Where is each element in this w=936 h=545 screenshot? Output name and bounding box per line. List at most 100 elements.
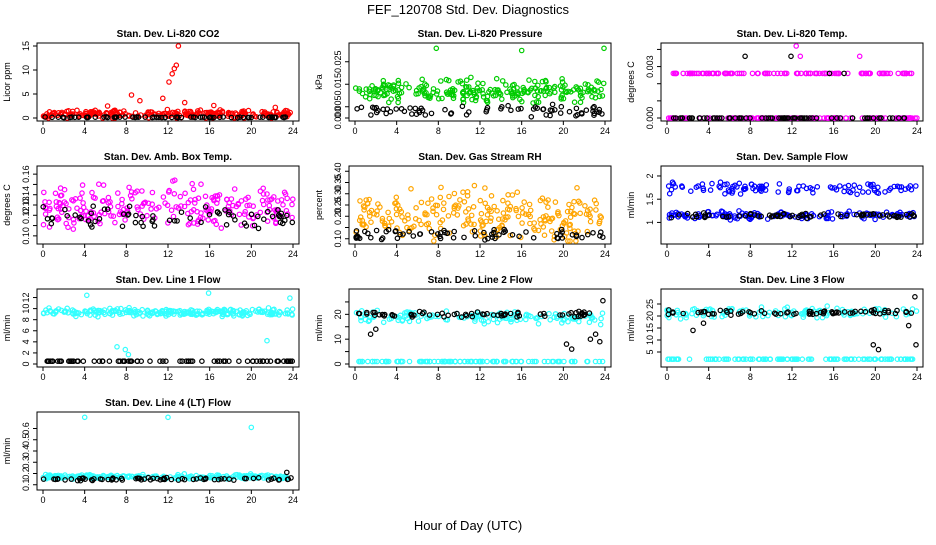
data-point xyxy=(813,70,820,77)
data-point xyxy=(829,308,835,315)
data-point xyxy=(162,114,168,121)
data-point xyxy=(540,106,546,113)
data-point xyxy=(239,311,246,318)
data-point xyxy=(445,213,452,219)
data-point xyxy=(894,356,901,363)
data-point xyxy=(223,222,230,228)
data-point xyxy=(872,216,878,223)
data-point xyxy=(717,179,724,186)
data-point xyxy=(690,327,696,334)
data-point xyxy=(371,211,378,217)
data-point xyxy=(202,204,209,210)
data-point xyxy=(595,79,602,85)
data-point xyxy=(872,356,879,363)
data-point xyxy=(357,358,364,365)
data-point xyxy=(248,114,255,121)
data-point xyxy=(428,229,435,235)
data-point xyxy=(181,470,188,477)
x-tick-label: 4 xyxy=(82,126,87,136)
y-tick-label: 12 xyxy=(21,293,31,303)
data-point xyxy=(361,204,368,210)
series-2 xyxy=(354,101,605,120)
data-point xyxy=(84,292,90,299)
data-point xyxy=(471,228,478,234)
y-tick-label: 0.015 xyxy=(333,73,343,96)
data-point xyxy=(586,319,593,326)
data-point xyxy=(799,356,806,363)
data-point xyxy=(504,206,511,212)
data-point xyxy=(413,91,419,97)
data-point xyxy=(245,107,252,114)
data-point xyxy=(478,317,485,323)
data-point xyxy=(260,185,267,192)
data-point xyxy=(74,107,80,114)
data-point xyxy=(764,70,771,77)
data-point xyxy=(494,208,500,214)
data-point xyxy=(698,309,705,315)
data-point xyxy=(356,86,363,92)
data-point xyxy=(74,358,81,365)
data-point xyxy=(858,70,865,77)
data-point xyxy=(250,203,257,210)
data-point xyxy=(533,99,540,105)
panel-title: Stan. Dev. Li-820 Pressure xyxy=(418,29,543,40)
data-point xyxy=(889,115,896,121)
data-point xyxy=(508,107,514,114)
data-point xyxy=(743,115,749,121)
data-point xyxy=(502,82,509,88)
data-point xyxy=(422,112,429,118)
data-point xyxy=(421,309,427,316)
data-point xyxy=(668,214,675,221)
data-point xyxy=(413,205,419,211)
y-tick-label: 10 xyxy=(21,304,31,314)
data-point xyxy=(736,115,743,121)
data-point xyxy=(444,230,451,237)
data-point xyxy=(367,234,374,241)
data-point xyxy=(437,194,444,201)
data-point xyxy=(366,86,373,92)
data-point xyxy=(175,205,182,211)
data-point xyxy=(170,178,176,184)
data-point xyxy=(474,309,481,315)
data-point xyxy=(355,310,362,317)
data-point xyxy=(565,318,571,325)
data-point xyxy=(259,114,266,121)
data-point xyxy=(541,232,548,239)
data-point xyxy=(465,206,472,212)
data-point xyxy=(865,181,871,187)
data-point xyxy=(549,101,556,108)
data-point xyxy=(547,107,554,113)
data-point xyxy=(596,220,603,227)
data-point xyxy=(236,358,242,365)
data-point xyxy=(451,205,458,212)
series-2 xyxy=(355,297,606,352)
series-2 xyxy=(44,358,296,365)
data-point xyxy=(554,315,560,322)
data-point xyxy=(149,218,156,225)
chart-panel-10: Stan. Dev. Line 4 (LT) Flow ml/min 0 4 8 12 16… xyxy=(2,398,300,505)
x-tick-label: 8 xyxy=(124,249,129,259)
data-point xyxy=(211,476,218,483)
data-point xyxy=(913,308,920,314)
data-point xyxy=(861,115,868,121)
data-point xyxy=(61,308,68,315)
data-point xyxy=(415,318,422,324)
data-point xyxy=(369,358,376,365)
data-point xyxy=(596,109,602,116)
data-point xyxy=(555,358,562,365)
data-point xyxy=(206,308,213,315)
data-point xyxy=(259,309,266,316)
data-point xyxy=(418,83,424,90)
data-point xyxy=(724,181,730,187)
data-point xyxy=(465,216,471,222)
data-point xyxy=(505,192,511,198)
data-point xyxy=(218,225,225,231)
data-point xyxy=(561,358,567,365)
data-point xyxy=(92,114,99,121)
data-point xyxy=(390,88,397,95)
data-point xyxy=(826,70,833,77)
data-point xyxy=(597,229,604,236)
data-point xyxy=(416,231,423,237)
